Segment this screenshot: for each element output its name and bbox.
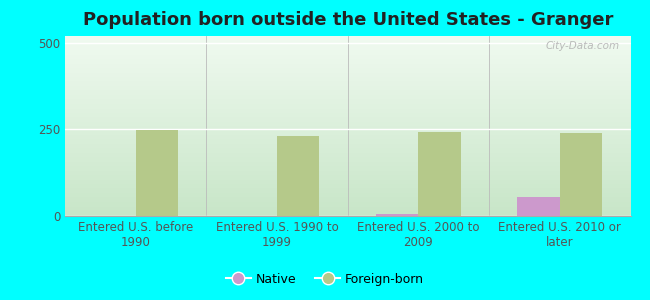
Bar [376, 214, 419, 216]
Bar [419, 132, 461, 216]
Title: Population born outside the United States - Granger: Population born outside the United State… [83, 11, 613, 29]
Bar [277, 136, 319, 216]
Bar [136, 130, 178, 216]
Legend: Native, Foreign-born: Native, Foreign-born [221, 268, 429, 291]
Text: City-Data.com: City-Data.com [545, 41, 619, 51]
Bar [517, 197, 560, 216]
Bar [560, 133, 602, 216]
